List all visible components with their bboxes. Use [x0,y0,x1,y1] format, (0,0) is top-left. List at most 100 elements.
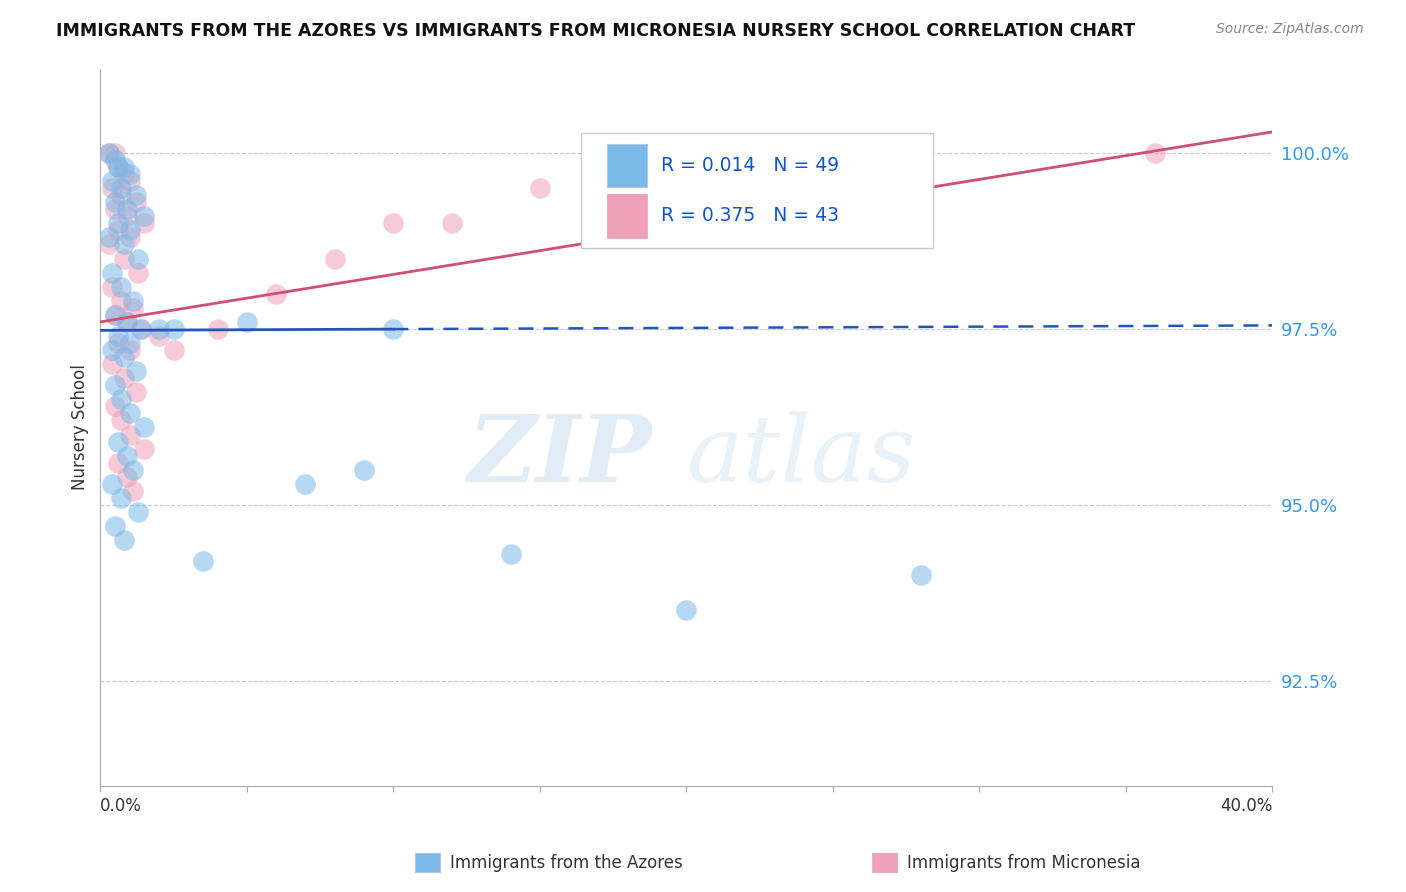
Point [124,385,146,400]
Point [107,160,129,174]
Point [118,336,141,351]
Point [104,308,127,322]
Text: IMMIGRANTS FROM THE AZORES VS IMMIGRANTS FROM MICRONESIA NURSERY SCHOOL CORRELAT: IMMIGRANTS FROM THE AZORES VS IMMIGRANTS… [56,22,1136,40]
Point [148,329,170,343]
Point [118,174,141,188]
FancyBboxPatch shape [607,194,647,237]
Point [107,329,129,343]
Point [121,293,143,308]
Point [112,533,135,548]
Point [110,392,132,407]
Point [98,237,121,252]
Point [104,195,127,210]
FancyBboxPatch shape [607,144,647,187]
Text: ZIP: ZIP [467,411,651,501]
Point [104,400,127,414]
Point [162,343,184,357]
Point [110,413,132,427]
Point [115,202,138,217]
Point [104,378,127,392]
Point [101,357,124,371]
Point [104,202,127,217]
Point [162,322,184,336]
Point [110,188,132,202]
Text: Immigrants from Micronesia: Immigrants from Micronesia [907,854,1140,871]
Point [115,469,138,483]
Point [121,483,143,498]
Point [112,252,135,266]
Point [112,237,135,252]
Point [207,322,229,336]
Point [118,343,141,357]
Point [121,301,143,315]
Point [118,167,141,181]
Point [127,505,149,519]
Point [110,279,132,293]
Text: Immigrants from the Azores: Immigrants from the Azores [450,854,683,871]
Point [118,223,141,237]
Point [118,427,141,442]
Point [115,449,138,463]
Point [101,181,124,195]
Point [107,160,129,174]
Point [98,230,121,244]
Point [101,266,124,280]
Point [675,603,697,617]
Point [101,174,124,188]
Point [191,554,214,568]
Point [104,308,127,322]
Point [236,315,259,329]
Point [294,476,316,491]
Point [110,293,132,308]
Point [115,315,138,329]
Point [323,252,346,266]
Point [101,343,124,357]
Text: atlas: atlas [686,411,915,501]
Point [382,216,405,230]
Point [382,322,405,336]
Point [112,160,135,174]
Point [121,463,143,477]
Point [134,216,156,230]
Point [134,420,156,434]
Point [118,406,141,420]
Point [127,266,149,280]
Point [910,568,932,582]
Point [110,181,132,195]
Point [98,146,121,161]
Y-axis label: Nursery School: Nursery School [72,365,89,491]
Text: R = 0.375   N = 43: R = 0.375 N = 43 [661,206,838,225]
Text: 0.0%: 0.0% [100,797,142,815]
Point [118,230,141,244]
Point [115,315,138,329]
Point [101,279,124,293]
Point [131,322,153,336]
Point [98,146,121,161]
Point [112,371,135,385]
Point [131,322,153,336]
Point [440,216,463,230]
Point [110,491,132,505]
Point [124,195,146,210]
Point [353,463,375,477]
Text: Source: ZipAtlas.com: Source: ZipAtlas.com [1216,22,1364,37]
Point [112,167,135,181]
Point [107,456,129,470]
Point [107,216,129,230]
Point [264,286,287,301]
Text: 40.0%: 40.0% [1220,797,1272,815]
Point [107,223,129,237]
Point [127,252,149,266]
Point [101,476,124,491]
Point [499,547,522,561]
Point [529,181,551,195]
Point [148,322,170,336]
Point [1144,146,1167,161]
Point [112,350,135,364]
Point [104,146,127,161]
Point [104,519,127,533]
Point [124,188,146,202]
Point [104,153,127,167]
Point [107,336,129,351]
FancyBboxPatch shape [581,133,932,248]
